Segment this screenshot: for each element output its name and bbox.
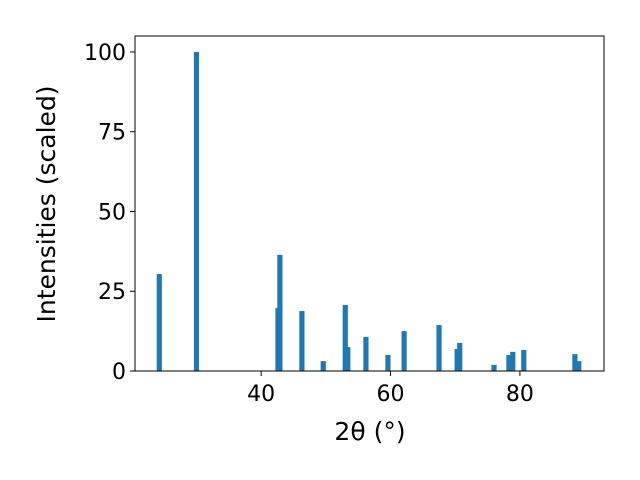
y-tick-label: 50 xyxy=(98,200,126,225)
x-tick-label: 60 xyxy=(377,382,405,407)
bar xyxy=(385,355,391,371)
plot-frame xyxy=(134,35,605,372)
y-tick-label: 0 xyxy=(112,360,126,385)
bar xyxy=(299,311,305,371)
x-tick-label: 40 xyxy=(247,382,275,407)
bar xyxy=(510,351,516,371)
bar xyxy=(491,364,497,371)
y-tick-label: 100 xyxy=(84,41,126,66)
bar xyxy=(363,336,369,371)
y-tick-label: 25 xyxy=(98,280,126,305)
bar xyxy=(506,355,512,371)
bar xyxy=(457,342,463,371)
x-tick-label: 80 xyxy=(506,382,534,407)
bar xyxy=(576,361,582,371)
bar xyxy=(436,325,442,371)
y-tick-label: 75 xyxy=(98,121,126,146)
bar xyxy=(156,274,162,371)
bar xyxy=(320,361,326,371)
bar xyxy=(342,304,348,371)
x-axis-label: 2θ (°) xyxy=(334,417,405,446)
bar xyxy=(345,347,351,371)
bar xyxy=(521,349,527,371)
bar xyxy=(277,254,283,371)
bar xyxy=(572,354,578,371)
bar xyxy=(401,331,407,371)
y-axis-label: Intensities (scaled) xyxy=(32,85,61,322)
bar xyxy=(193,51,200,371)
